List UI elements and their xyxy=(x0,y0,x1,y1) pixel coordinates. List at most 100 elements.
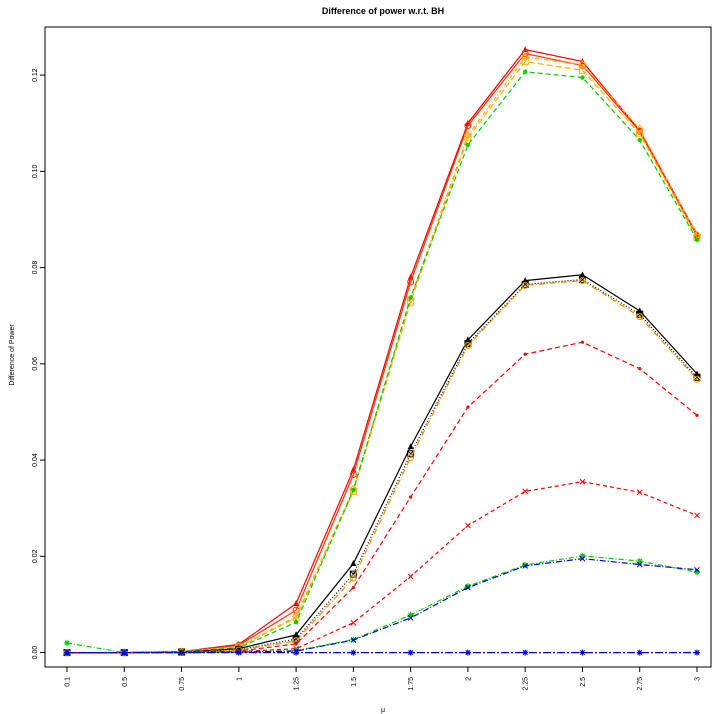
data-point-marker xyxy=(694,370,700,377)
data-point-marker xyxy=(64,649,70,656)
data-point-marker xyxy=(693,375,701,383)
x-tick-label: 0.5 xyxy=(122,677,129,687)
data-point-marker xyxy=(693,373,701,381)
series-line xyxy=(67,558,698,654)
data-point-marker xyxy=(694,566,700,573)
data-point-marker xyxy=(580,75,585,80)
y-tick-label: 0.04 xyxy=(32,453,39,467)
data-point-marker xyxy=(408,295,413,300)
data-point-marker xyxy=(578,66,586,74)
data-point-marker xyxy=(521,49,529,57)
data-point-marker xyxy=(636,489,643,496)
series-5 xyxy=(64,69,700,655)
series-3 xyxy=(62,53,702,657)
data-point-marker xyxy=(121,649,128,656)
data-point-marker xyxy=(580,340,585,344)
data-point-marker xyxy=(694,237,700,242)
data-point-marker xyxy=(292,635,300,643)
data-point-marker xyxy=(693,373,701,381)
data-point-marker xyxy=(465,142,471,148)
x-tick-label: 2 xyxy=(465,677,472,681)
data-point-marker xyxy=(464,340,472,347)
y-tick-label: 0.10 xyxy=(32,164,39,178)
y-axis-label: Difference of Power xyxy=(9,324,16,386)
series-line xyxy=(67,52,698,654)
data-point-marker xyxy=(464,342,472,350)
plot-frame xyxy=(44,26,712,668)
data-point-marker xyxy=(522,649,529,656)
data-point-marker xyxy=(521,58,529,66)
x-tick-label: 1.25 xyxy=(294,677,301,691)
data-point-marker xyxy=(579,478,586,485)
data-point-marker xyxy=(636,307,643,314)
x-tick-label: 1.75 xyxy=(408,677,415,691)
data-point-marker xyxy=(407,450,415,458)
data-point-marker xyxy=(636,130,644,138)
data-point-marker xyxy=(235,649,242,656)
data-point-marker xyxy=(466,405,470,409)
data-point-marker xyxy=(695,413,699,417)
y-tick-label: 0.06 xyxy=(32,357,39,371)
data-point-marker xyxy=(293,649,300,656)
data-point-marker xyxy=(522,563,529,569)
data-point-marker xyxy=(407,615,414,621)
data-point-marker xyxy=(520,53,530,62)
data-point-marker xyxy=(522,488,529,495)
series-line xyxy=(67,278,698,654)
x-tick-label: 2.25 xyxy=(523,677,530,691)
data-point-marker xyxy=(407,649,414,656)
data-point-marker xyxy=(522,69,528,74)
data-point-marker xyxy=(636,313,644,321)
series-1 xyxy=(64,46,700,656)
data-point-marker xyxy=(464,649,471,656)
data-point-marker xyxy=(350,637,357,643)
series-line xyxy=(67,60,698,654)
data-point-marker xyxy=(694,512,700,519)
series-6 xyxy=(64,271,700,656)
series-line xyxy=(67,56,698,654)
data-point-marker xyxy=(636,558,643,565)
data-point-marker xyxy=(636,561,643,568)
data-point-marker xyxy=(578,60,587,69)
data-point-marker xyxy=(523,352,527,356)
data-point-marker xyxy=(464,134,472,142)
y-tick-label: 0.12 xyxy=(32,68,39,82)
data-point-marker xyxy=(350,560,357,567)
data-point-marker xyxy=(578,277,586,285)
data-point-marker xyxy=(636,649,643,656)
y-tick-label: 0.02 xyxy=(32,549,39,563)
data-point-marker xyxy=(407,612,414,619)
series-line xyxy=(67,274,698,654)
series-line xyxy=(67,279,698,654)
data-point-marker xyxy=(349,570,357,578)
data-point-marker xyxy=(407,454,415,462)
data-point-marker xyxy=(178,649,185,656)
data-point-marker xyxy=(465,522,471,529)
data-point-marker xyxy=(694,649,700,656)
data-point-marker xyxy=(292,635,300,643)
series-12 xyxy=(64,555,700,656)
data-point-marker xyxy=(579,555,586,562)
data-point-marker xyxy=(694,569,700,576)
x-tick-label: 0.1 xyxy=(65,677,72,687)
data-point-marker xyxy=(464,122,472,130)
x-tick-label: 3 xyxy=(695,677,702,681)
series-line xyxy=(67,341,698,654)
data-point-marker xyxy=(407,278,415,286)
series-layer xyxy=(62,46,702,657)
x-axis: 0.1 0.5 0.75 1 1.25 1.5 1.75 2 2.25 2.5 2.75 3 xyxy=(65,667,702,691)
data-point-marker xyxy=(522,561,529,568)
series-line xyxy=(67,481,698,654)
data-point-marker xyxy=(407,443,414,450)
data-point-marker xyxy=(579,271,586,278)
data-point-marker xyxy=(293,620,299,625)
x-tick-label: 2.5 xyxy=(580,677,587,687)
data-point-marker xyxy=(635,124,644,134)
data-point-marker xyxy=(350,649,357,656)
data-point-marker xyxy=(351,586,355,590)
data-point-marker xyxy=(579,649,586,656)
data-point-marker xyxy=(350,619,357,626)
x-tick-label: 0.75 xyxy=(179,677,186,691)
x-tick-label: 1 xyxy=(236,677,243,681)
